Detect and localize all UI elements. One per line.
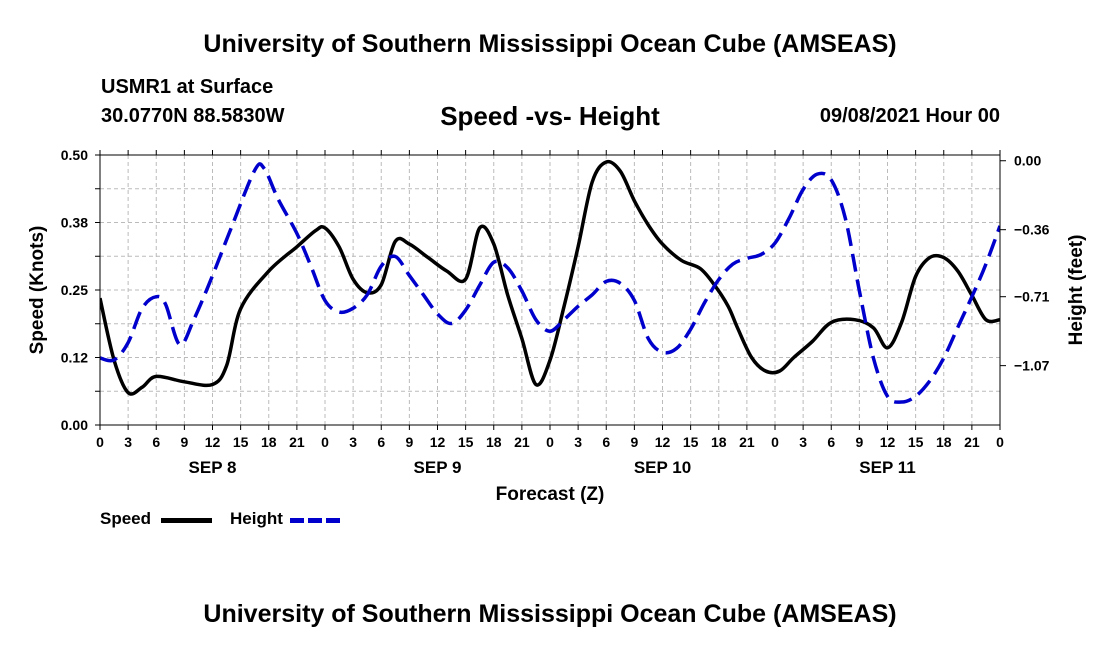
x-tick-label: 12 <box>205 434 221 450</box>
x-tick-label: 0 <box>546 434 554 450</box>
chart-title-top: University of Southern Mississippi Ocean… <box>203 30 897 58</box>
legend-height-swatch <box>290 518 342 523</box>
x-tick-label: 9 <box>405 434 413 450</box>
chart-title-bottom: University of Southern Mississippi Ocean… <box>203 600 897 628</box>
x-day-label: SEP 11 <box>859 458 915 477</box>
x-tick-label: 21 <box>514 434 530 450</box>
y-right-axis-label: Height (feet) <box>1066 235 1087 346</box>
x-tick-label: 3 <box>124 434 132 450</box>
forecast-date: 09/08/2021 Hour 00 <box>819 105 1000 127</box>
x-tick-label: 9 <box>180 434 188 450</box>
axes: 0 3 6 9 12 15 18 21 0 3 6 9 12 15 18 21 0 3 6 9 12 15 18 21 0 3 6 9… <box>27 147 1087 505</box>
y-right-tick-label: 0.00 <box>1014 153 1041 169</box>
x-tick-label: 15 <box>908 434 924 450</box>
x-tick-label: 15 <box>683 434 699 450</box>
y-left-tick-label: 0.12 <box>61 350 88 366</box>
plot-title: Speed -vs- Height <box>440 101 660 131</box>
x-tick-label: 12 <box>430 434 446 450</box>
x-tick-label: 9 <box>855 434 863 450</box>
y-left-tick-label: 0.50 <box>61 147 88 163</box>
x-day-label: SEP 10 <box>634 458 691 477</box>
station-coordinates: 30.0770N 88.5830W <box>101 105 285 127</box>
station-name: USMR1 at Surface <box>101 76 274 98</box>
x-tick-label: 21 <box>289 434 305 450</box>
x-tick-label: 18 <box>261 434 277 450</box>
x-tick-label: 15 <box>233 434 249 450</box>
y-left-tick-label: 0.25 <box>61 282 88 298</box>
y-right-tick-label: −0.71 <box>1014 289 1050 305</box>
x-tick-label: 3 <box>799 434 807 450</box>
y-left-tick-label: 0.00 <box>61 417 88 433</box>
x-tick-label: 9 <box>630 434 638 450</box>
x-tick-label: 6 <box>827 434 835 450</box>
y-right-tick-label: −0.36 <box>1014 222 1050 238</box>
x-tick-label: 3 <box>574 434 582 450</box>
x-tick-label: 6 <box>377 434 385 450</box>
series-line-height <box>100 162 1000 404</box>
legend-speed-label: Speed <box>100 509 152 528</box>
x-tick-label: 0 <box>996 434 1004 450</box>
y-right-tick-label: −1.07 <box>1014 358 1050 374</box>
x-tick-label: 0 <box>771 434 779 450</box>
x-day-label: SEP 8 <box>189 458 237 477</box>
x-tick-label: 12 <box>655 434 671 450</box>
x-tick-label: 18 <box>711 434 727 450</box>
series-layer <box>100 159 1000 404</box>
legend-height-label: Height <box>230 509 283 528</box>
y-left-axis-label: Speed (Knots) <box>27 226 48 355</box>
x-tick-label: 21 <box>739 434 755 450</box>
x-tick-label: 15 <box>458 434 474 450</box>
x-day-label: SEP 9 <box>414 458 462 477</box>
x-tick-label: 6 <box>152 434 160 450</box>
grid <box>100 155 1000 425</box>
y-left-tick-label: 0.38 <box>61 215 88 231</box>
x-tick-label: 18 <box>936 434 952 450</box>
x-tick-label: 12 <box>880 434 896 450</box>
x-tick-label: 0 <box>96 434 104 450</box>
x-tick-label: 3 <box>349 434 357 450</box>
legend-speed-swatch <box>161 518 212 523</box>
x-tick-label: 21 <box>964 434 980 450</box>
x-tick-label: 0 <box>321 434 329 450</box>
x-tick-label: 18 <box>486 434 502 450</box>
x-tick-label: 6 <box>602 434 610 450</box>
x-axis-label: Forecast (Z) <box>496 484 605 505</box>
